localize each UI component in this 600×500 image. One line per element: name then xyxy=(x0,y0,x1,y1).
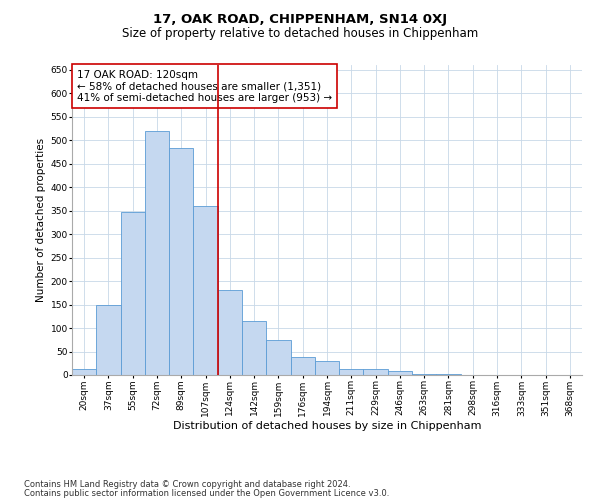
Bar xyxy=(364,370,388,375)
Text: Contains public sector information licensed under the Open Government Licence v3: Contains public sector information licen… xyxy=(24,488,389,498)
Y-axis label: Number of detached properties: Number of detached properties xyxy=(37,138,46,302)
Text: Contains HM Land Registry data © Crown copyright and database right 2024.: Contains HM Land Registry data © Crown c… xyxy=(24,480,350,489)
Bar xyxy=(290,357,315,375)
Bar xyxy=(72,369,96,375)
Bar xyxy=(242,321,266,375)
Bar xyxy=(193,206,218,375)
X-axis label: Distribution of detached houses by size in Chippenham: Distribution of detached houses by size … xyxy=(173,421,481,431)
Bar xyxy=(96,304,121,375)
Bar xyxy=(436,374,461,375)
Bar xyxy=(121,212,145,375)
Bar xyxy=(339,370,364,375)
Bar xyxy=(315,362,339,375)
Bar xyxy=(388,371,412,375)
Bar xyxy=(169,148,193,375)
Bar xyxy=(266,340,290,375)
Text: 17, OAK ROAD, CHIPPENHAM, SN14 0XJ: 17, OAK ROAD, CHIPPENHAM, SN14 0XJ xyxy=(153,12,447,26)
Bar xyxy=(412,374,436,375)
Bar xyxy=(145,131,169,375)
Bar xyxy=(218,290,242,375)
Text: Size of property relative to detached houses in Chippenham: Size of property relative to detached ho… xyxy=(122,28,478,40)
Text: 17 OAK ROAD: 120sqm
← 58% of detached houses are smaller (1,351)
41% of semi-det: 17 OAK ROAD: 120sqm ← 58% of detached ho… xyxy=(77,70,332,103)
